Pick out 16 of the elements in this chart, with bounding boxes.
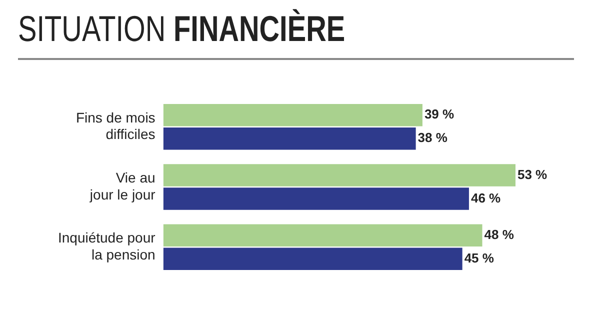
bar [163,224,482,247]
data-label: 46 % [470,190,502,206]
y-tick-label: Inquiétude pour la pension [58,230,156,262]
chart-title: SITUATION FINANCIÈRE [18,8,346,49]
data-label: 38 % [418,130,448,146]
y-tick-label: Fins de mois difficiles [76,109,156,142]
y-tick-label: Vie au jour le jour [88,169,156,202]
bar [163,164,516,186]
data-label: 53 % [517,166,548,182]
data-label: 48 % [484,226,514,242]
bar [163,104,422,126]
bar [163,127,416,150]
bar [163,248,462,270]
bar [163,188,469,210]
data-label: 45 % [464,250,494,266]
data-label: 39 % [424,106,455,122]
